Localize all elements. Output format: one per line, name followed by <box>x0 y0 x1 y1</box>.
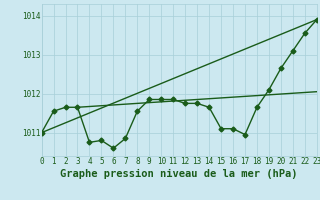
X-axis label: Graphe pression niveau de la mer (hPa): Graphe pression niveau de la mer (hPa) <box>60 169 298 179</box>
